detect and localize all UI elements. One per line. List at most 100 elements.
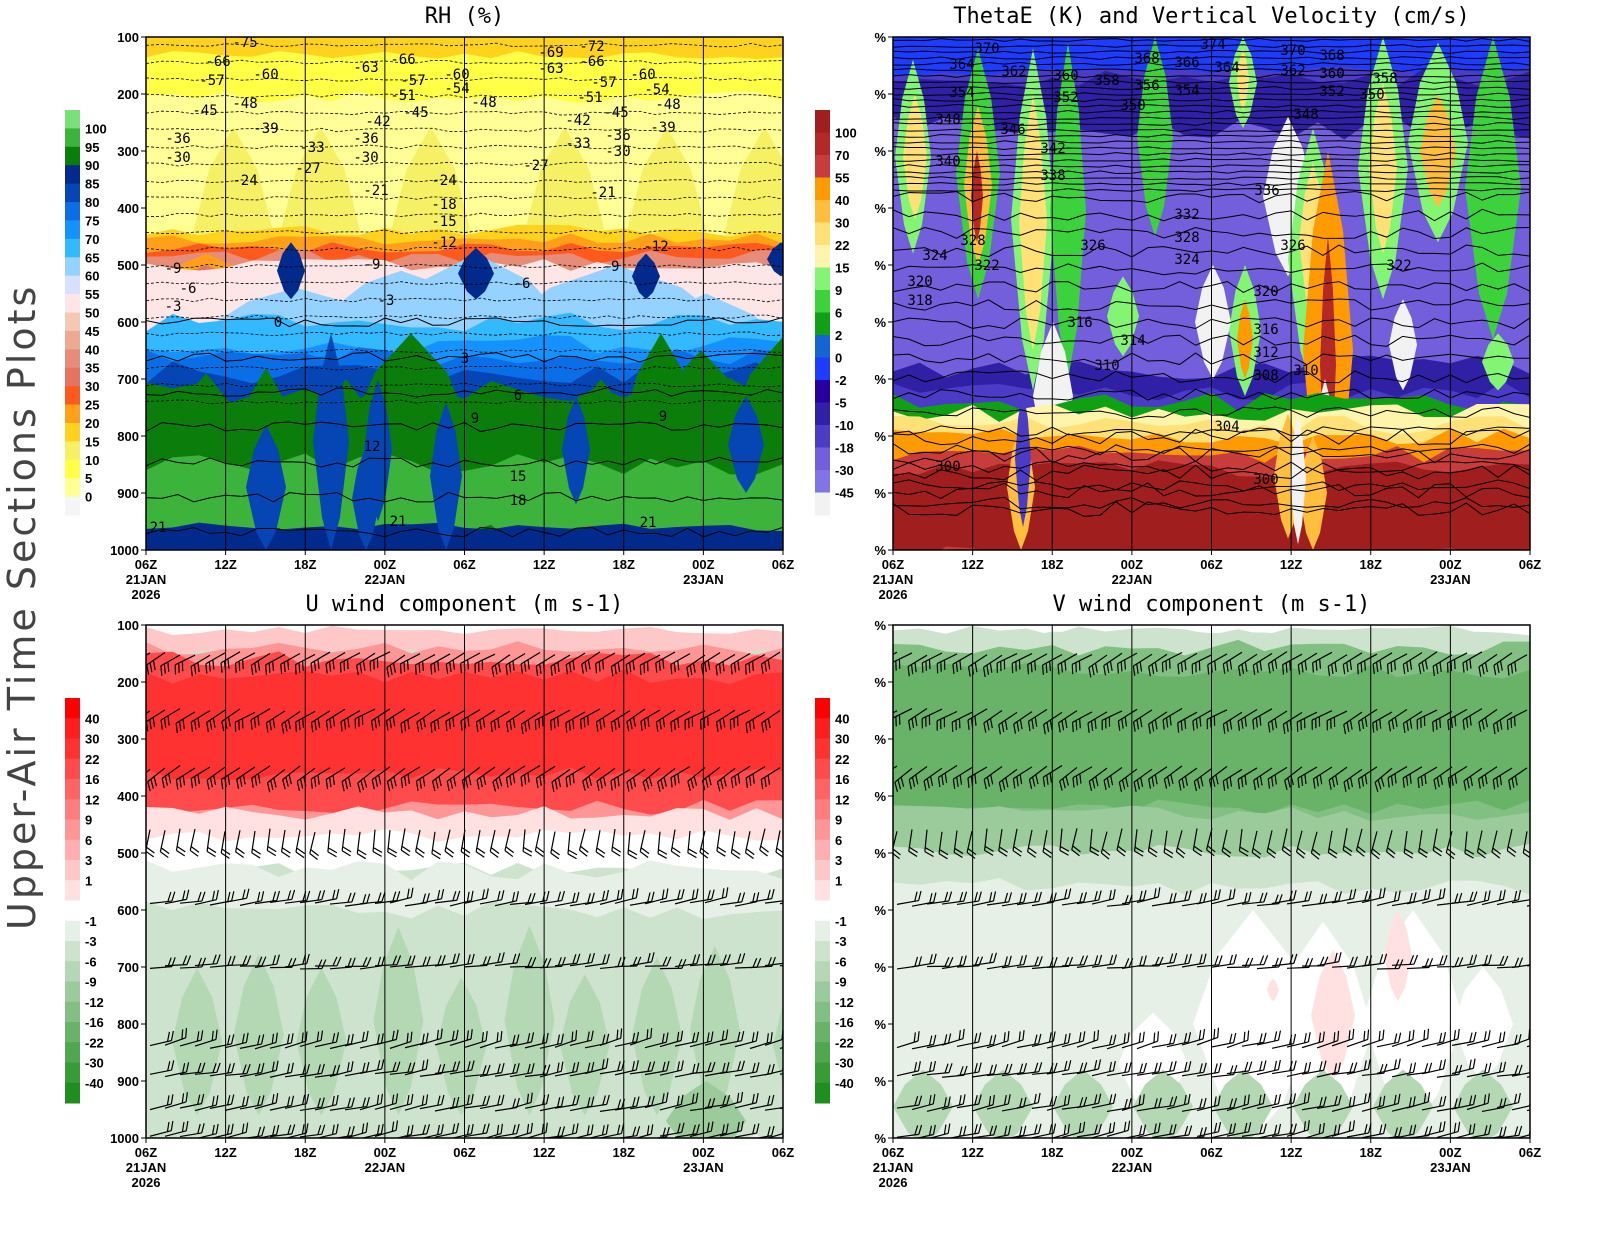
- barb-feather: [531, 1063, 535, 1073]
- barb-feather: [1436, 777, 1440, 788]
- barb-feather: [1542, 1126, 1548, 1136]
- wind-barb: [1166, 890, 1192, 905]
- wind-barb: [674, 888, 699, 905]
- barb-feather: [245, 1032, 249, 1043]
- barb-feather: [1543, 1098, 1549, 1108]
- barb-feather: [238, 720, 240, 731]
- barb-feather: [554, 779, 558, 790]
- barb-feather: [378, 774, 382, 785]
- barb-feather: [722, 1062, 726, 1073]
- barb-feather: [1492, 847, 1502, 855]
- barb-feather: [978, 891, 982, 902]
- barb-feather: [1004, 892, 1009, 903]
- barb-feather: [1472, 1123, 1476, 1134]
- barb-feather: [655, 662, 658, 673]
- barb-feather: [166, 1031, 171, 1042]
- barb-feather: [1023, 954, 1028, 965]
- barb-feather: [1301, 662, 1304, 673]
- barb-feather: [696, 953, 701, 964]
- wind-barb: [953, 830, 964, 859]
- barb-feather: [1042, 851, 1052, 858]
- colorbar-swatch: [65, 718, 80, 739]
- barb-feather: [430, 664, 433, 675]
- barb-feather: [470, 1029, 473, 1040]
- barb-feather: [332, 956, 338, 967]
- wind-barb: [971, 1094, 995, 1112]
- barb-feather: [351, 892, 356, 903]
- barb-feather: [1079, 955, 1085, 966]
- wind-barb: [446, 767, 466, 792]
- rh-isotherm-dashed: [146, 280, 783, 286]
- colorbar-swatch: [815, 470, 830, 493]
- barb-feather: [1531, 1124, 1537, 1134]
- barb-feather: [1180, 662, 1184, 673]
- wind-barb: [1046, 956, 1074, 968]
- barb-feather: [377, 1060, 381, 1070]
- barb-feather: [132, 663, 140, 673]
- wind-barb: [924, 829, 935, 857]
- barb-feather: [1465, 848, 1475, 855]
- colorbar-label: 25: [85, 398, 99, 413]
- barb-feather: [422, 661, 424, 671]
- barb-feather: [1518, 957, 1524, 967]
- contour-label: 370: [1280, 43, 1305, 59]
- barb-feather: [1259, 775, 1263, 786]
- barb-feather: [1353, 956, 1358, 967]
- barb-feather: [874, 721, 882, 731]
- contour-label: -75: [232, 35, 257, 51]
- barb-feather: [470, 1123, 474, 1134]
- barb-feather: [1547, 1064, 1552, 1073]
- barb-feather: [1184, 718, 1187, 729]
- contour-label: -9: [165, 261, 182, 277]
- barb-feather: [708, 775, 712, 786]
- barb-feather: [1334, 1095, 1338, 1106]
- barb-feather: [1232, 1123, 1237, 1133]
- barb-feather: [1418, 851, 1428, 858]
- barb-feather: [590, 1124, 594, 1135]
- wind-barb: [149, 1094, 174, 1111]
- barb-feather: [441, 1094, 445, 1105]
- barb-feather: [1338, 952, 1342, 962]
- barb-feather: [128, 723, 136, 733]
- barb-feather: [344, 779, 348, 790]
- wind-barb: [374, 891, 401, 904]
- barb-feather: [718, 663, 722, 674]
- barb-feather: [1112, 1060, 1116, 1071]
- barb-feather: [1465, 660, 1469, 671]
- barb-feather: [599, 719, 602, 730]
- wind-barb: [1012, 766, 1033, 789]
- wind-barb: [911, 1034, 937, 1050]
- barb-feather: [796, 1096, 801, 1106]
- barb-feather: [944, 891, 949, 902]
- wind-barb: [329, 892, 356, 905]
- barb-feather: [1487, 1030, 1491, 1041]
- barb-feather: [1154, 1062, 1158, 1073]
- barb-feather: [752, 958, 758, 968]
- barb-feather: [767, 775, 771, 785]
- barb-feather: [1259, 1061, 1263, 1071]
- barb-feather: [929, 954, 933, 964]
- wind-barb: [689, 889, 715, 904]
- wind-barb: [998, 711, 1018, 735]
- barb-feather: [466, 1030, 469, 1041]
- barb-feather: [373, 659, 375, 670]
- barb-feather: [220, 779, 224, 790]
- barb-feather: [1273, 1060, 1278, 1071]
- barb-feather: [1428, 1062, 1433, 1073]
- barb-feather: [366, 1062, 370, 1072]
- barb-feather: [665, 1092, 669, 1103]
- barb-feather: [1113, 1034, 1117, 1045]
- barb-feather: [374, 718, 377, 729]
- wind-barb: [1059, 828, 1070, 856]
- barb-feather: [527, 893, 532, 903]
- barb-feather: [238, 661, 241, 672]
- wind-barb: [464, 1095, 491, 1109]
- wind-barb: [194, 1029, 218, 1047]
- barb-feather: [940, 661, 942, 672]
- colorbar-label: 9: [85, 813, 92, 828]
- wind-barb: [1221, 829, 1232, 858]
- barb-feather: [658, 660, 661, 671]
- barb-feather: [281, 847, 291, 854]
- barb-feather: [1484, 1125, 1488, 1136]
- barb-feather: [341, 781, 345, 792]
